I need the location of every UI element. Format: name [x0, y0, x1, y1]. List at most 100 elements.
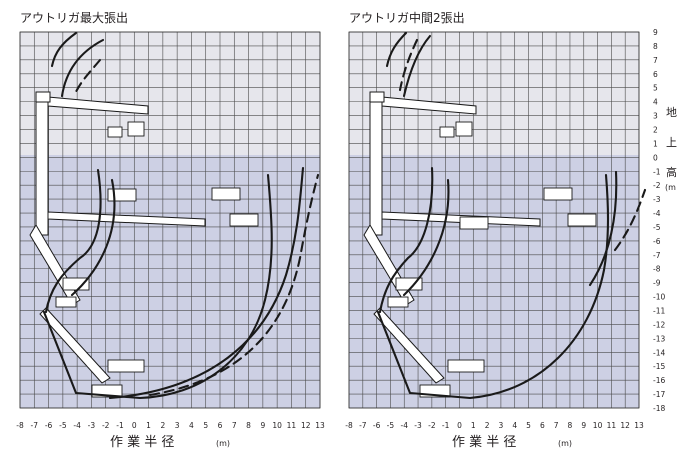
y-tick-label: 5: [653, 84, 658, 93]
y-tick-label: -15: [653, 362, 665, 371]
envelope-curve-outer-right-dashed: [613, 188, 647, 252]
y-tick-label: -12: [653, 320, 665, 329]
envelope-curve-outer-right: [588, 170, 618, 287]
x-tick-label: 8: [246, 421, 251, 430]
x-tick-label: 1: [146, 421, 151, 430]
x-tick-label: -7: [359, 421, 367, 430]
crane-illustration: [363, 91, 597, 398]
x-tick-labels: -8 -7 -6 -5 -4 -3 -2 -1 0 1 2 3 4 5 6 7 8 9 10 11 12 13: [16, 421, 325, 430]
y-tick-label: -11: [653, 307, 665, 316]
x-tick-label: 0: [132, 421, 137, 430]
envelope-curve-outer-right-dashed: [148, 173, 320, 397]
x-tick-label: -5: [387, 421, 395, 430]
x-tick-label: 12: [301, 421, 311, 430]
svg-text:高: 高: [666, 165, 677, 179]
x-tick-labels: -8 -7 -6 -5 -4 -3 -2 -1 0 1 2 3 4 5 6 7 8 9 10 11 12 13: [345, 421, 644, 430]
x-tick-label: -2: [102, 421, 110, 430]
y-tick-label: -8: [653, 265, 661, 274]
plot-frame: [19, 31, 321, 409]
envelope-curve-inner: [70, 178, 116, 297]
y-tick-label: -14: [653, 348, 665, 357]
y-tick-label: 8: [653, 42, 658, 51]
panel-max-outrigger: アウトリガ最大張出 -8 -7 -6 -5 -4 -3 -2 -1 0 1 2 3 4 5 6 7 8 9 10 11…: [16, 11, 325, 430]
x-tick-label: -2: [428, 421, 436, 430]
y-tick-label: -4: [653, 209, 661, 218]
envelope-curve-left: [378, 166, 434, 314]
x-tick-label: 6: [218, 421, 223, 430]
y-tick-label: 4: [653, 98, 658, 107]
y-tick-label: 6: [653, 70, 658, 79]
envelope-curve-outer-dashed: [72, 58, 102, 98]
x-tick-label: -6: [373, 421, 381, 430]
x-tick-label: 3: [499, 421, 504, 430]
svg-text:地: 地: [666, 106, 677, 119]
x-tick-label: 4: [189, 421, 194, 430]
y-tick-label: 3: [653, 112, 658, 121]
above-ground-area: [20, 32, 320, 155]
y-tick-label: -16: [653, 376, 665, 385]
x-tick-label: -7: [31, 421, 39, 430]
x-tick-label: 11: [607, 421, 617, 430]
x-tick-label: 1: [471, 421, 476, 430]
x-tick-label: -1: [442, 421, 450, 430]
x-tick-label: 12: [620, 421, 630, 430]
x-axis-title-2: 作 業 半 径 (m): [452, 434, 572, 450]
x-tick-label: 2: [485, 421, 490, 430]
y-tick-labels: 9 8 7 6 5 4 3 2 1 0 -1 -2 -3 -4 -5 -6 -7 -8 -9 -10 -11 -12 -13…: [653, 28, 665, 413]
svg-text:(m): (m): [558, 439, 572, 448]
x-tick-label: -5: [59, 421, 67, 430]
envelope-curve-outer-1: [385, 31, 408, 68]
envelope-curve-inner: [402, 178, 450, 297]
svg-text:作 業 半 径: 作 業 半 径: [110, 434, 174, 450]
y-axis-title: 地 上 高 (m: [665, 106, 677, 192]
x-tick-label: 5: [526, 421, 531, 430]
svg-text:作 業 半 径: 作 業 半 径: [452, 434, 516, 450]
y-tick-label: 7: [653, 56, 658, 65]
panel-mid-outrigger: アウトリガ中間2張出 -8 -7 -6 -5 -4 -3 -2 -1 0 1 2 3 4 5 6 7 8 9 10 1…: [345, 10, 647, 430]
envelope-curve-outer-1: [50, 31, 78, 68]
x-tick-label: 13: [315, 421, 325, 430]
x-tick-label: -3: [88, 421, 96, 430]
y-tick-label: -2: [653, 181, 661, 190]
envelope-curve-outer-2: [402, 34, 432, 98]
grid: [348, 31, 640, 409]
svg-text:上: 上: [666, 136, 677, 149]
y-tick-label: -5: [653, 223, 661, 232]
x-tick-label: 10: [272, 421, 282, 430]
svg-text:(m): (m): [216, 439, 230, 448]
x-tick-label: 6: [540, 421, 545, 430]
panel-title-max-outrigger: アウトリガ最大張出: [20, 11, 128, 25]
x-tick-label: 2: [160, 421, 165, 430]
x-tick-label: 13: [634, 421, 644, 430]
x-tick-label: -4: [400, 421, 408, 430]
panel-title-mid-outrigger: アウトリガ中間2張出: [349, 10, 465, 25]
envelope-curve-outer-dashed: [398, 38, 419, 92]
y-tick-label: 9: [653, 28, 658, 37]
envelope-curve-outer-2: [60, 38, 105, 98]
y-tick-label: -17: [653, 390, 665, 399]
y-tick-label: 0: [653, 153, 658, 162]
svg-text:(m: (m: [665, 183, 676, 192]
y-tick-label: -6: [653, 237, 661, 246]
x-tick-label: 9: [581, 421, 586, 430]
x-tick-label: -8: [16, 421, 24, 430]
y-tick-label: 1: [653, 139, 658, 148]
above-ground-area: [349, 32, 639, 155]
envelope-curve-bottom: [376, 173, 610, 400]
y-tick-label: -9: [653, 279, 661, 288]
envelope-curve-outer-right: [108, 166, 305, 400]
x-tick-label: 9: [260, 421, 265, 430]
x-tick-label: -3: [414, 421, 422, 430]
x-tick-label: 7: [554, 421, 559, 430]
x-axis-title-1: 作 業 半 径 (m): [110, 434, 230, 450]
crane-illustration: [29, 91, 259, 398]
envelope-curve-bottom: [42, 173, 273, 400]
x-tick-label: 8: [568, 421, 573, 430]
plot-frame: [348, 31, 640, 409]
x-tick-label: 0: [457, 421, 462, 430]
x-tick-label: 4: [512, 421, 517, 430]
envelope-curve-left: [44, 168, 102, 314]
x-tick-label: 5: [203, 421, 208, 430]
x-tick-label: -6: [45, 421, 53, 430]
